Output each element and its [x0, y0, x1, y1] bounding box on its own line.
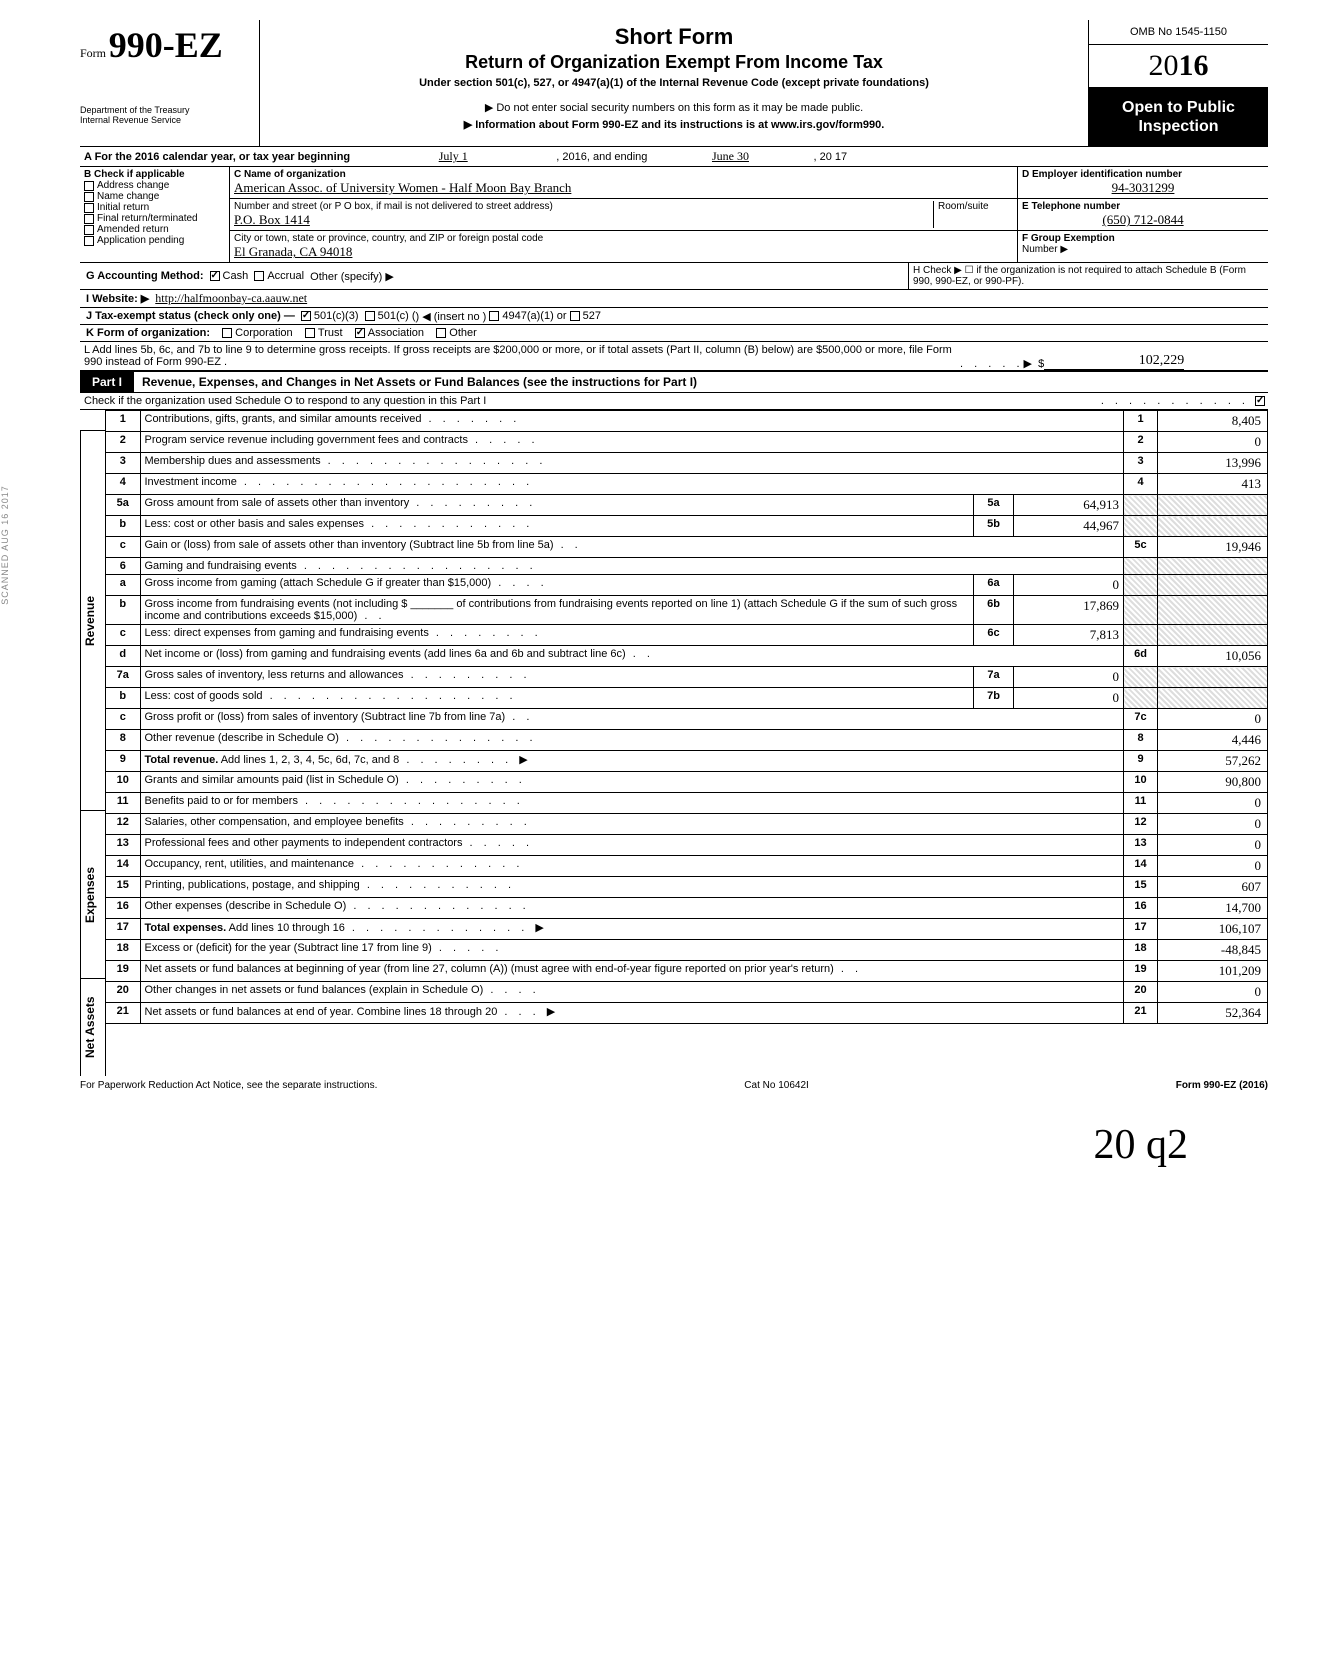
chk-address-change[interactable]: Address change	[97, 180, 169, 191]
block-bcd: B Check if applicable Address change Nam…	[80, 167, 1268, 263]
chk-corp[interactable]	[222, 328, 232, 338]
form-title: Short Form	[270, 24, 1078, 50]
part1-table: Revenue Expenses Net Assets 1Contributio…	[80, 410, 1268, 1076]
line-h: H Check ▶ ☐ if the organization is not r…	[908, 263, 1268, 289]
table-row: cLess: direct expenses from gaming and f…	[106, 625, 1268, 646]
side-revenue: Revenue	[80, 430, 106, 810]
received-stamp: SCANNED AUG 16 2017	[0, 485, 10, 605]
name-label: C Name of organization	[234, 169, 1013, 180]
side-expenses: Expenses	[80, 810, 106, 978]
table-row: 8Other revenue (describe in Schedule O) …	[106, 730, 1268, 751]
chk-527[interactable]	[570, 311, 580, 321]
chk-accrual[interactable]	[254, 271, 264, 281]
table-row: 18Excess or (deficit) for the year (Subt…	[106, 940, 1268, 961]
phone-label: E Telephone number	[1022, 201, 1264, 212]
table-row: 7aGross sales of inventory, less returns…	[106, 667, 1268, 688]
table-row: cGain or (loss) from sale of assets othe…	[106, 537, 1268, 558]
table-row: 21Net assets or fund balances at end of …	[106, 1003, 1268, 1024]
line-i: I Website: ▶ http://halfmoonbay-ca.aauw.…	[80, 290, 1268, 308]
table-row: 5aGross amount from sale of assets other…	[106, 495, 1268, 516]
form-header: Form 990-EZ Department of the Treasury I…	[80, 20, 1268, 147]
line-a: A For the 2016 calendar year, or tax yea…	[80, 147, 1268, 167]
table-row: 2Program service revenue including gover…	[106, 432, 1268, 453]
table-row: bLess: cost of goods sold . . . . . . . …	[106, 688, 1268, 709]
chk-final-return[interactable]: Final return/terminated	[97, 213, 198, 224]
chk-501c3[interactable]	[301, 311, 311, 321]
chk-schedule-o[interactable]	[1255, 396, 1265, 406]
table-row: 3Membership dues and assessments . . . .…	[106, 453, 1268, 474]
org-name: American Assoc. of University Women - Ha…	[234, 180, 1013, 196]
side-netassets: Net Assets	[80, 978, 106, 1076]
chk-4947[interactable]	[489, 311, 499, 321]
gross-receipts: 102,229	[1044, 353, 1184, 370]
table-row: bLess: cost or other basis and sales exp…	[106, 516, 1268, 537]
table-row: 16Other expenses (describe in Schedule O…	[106, 898, 1268, 919]
table-row: 14Occupancy, rent, utilities, and mainte…	[106, 856, 1268, 877]
group-number-label: Number ▶	[1022, 244, 1264, 255]
form-ref: Form 990-EZ (2016)	[1176, 1080, 1268, 1091]
table-row: 15Printing, publications, postage, and s…	[106, 877, 1268, 898]
ein-value: 94-3031299	[1022, 180, 1264, 196]
table-row: dNet income or (loss) from gaming and fu…	[106, 646, 1268, 667]
table-row: 9Total revenue. Add lines 1, 2, 3, 4, 5c…	[106, 751, 1268, 772]
form-note-ssn: ▶ Do not enter social security numbers o…	[270, 101, 1078, 114]
website-url: http://halfmoonbay-ca.aauw.net	[155, 291, 307, 306]
chk-name-change[interactable]: Name change	[97, 191, 159, 202]
form-subtitle: Return of Organization Exempt From Incom…	[270, 52, 1078, 73]
addr-label: Number and street (or P O box, if mail i…	[234, 201, 933, 212]
part1-check-line: Check if the organization used Schedule …	[80, 393, 1268, 410]
table-row: 1Contributions, gifts, grants, and simil…	[106, 411, 1268, 432]
col-b-header: B Check if applicable	[84, 169, 225, 180]
ein-label: D Employer identification number	[1022, 169, 1264, 180]
chk-app-pending[interactable]: Application pending	[97, 235, 184, 246]
signature: 20 q2	[80, 1121, 1268, 1169]
chk-cash[interactable]	[210, 271, 220, 281]
chk-other[interactable]	[436, 328, 446, 338]
line-k: K Form of organization: Corporation Trus…	[80, 325, 1268, 342]
cat-number: Cat No 10642I	[744, 1080, 809, 1091]
table-row: 6Gaming and fundraising events . . . . .…	[106, 558, 1268, 575]
form-note-info: ▶ Information about Form 990-EZ and its …	[270, 118, 1078, 131]
tax-year: 2016	[1089, 45, 1268, 88]
form-under: Under section 501(c), 527, or 4947(a)(1)…	[270, 77, 1078, 89]
table-row: bGross income from fundraising events (n…	[106, 596, 1268, 625]
page-footer: For Paperwork Reduction Act Notice, see …	[80, 1076, 1268, 1091]
table-row: 12Salaries, other compensation, and empl…	[106, 814, 1268, 835]
table-row: aGross income from gaming (attach Schedu…	[106, 575, 1268, 596]
omb-number: OMB No 1545-1150	[1089, 20, 1268, 45]
table-row: 11Benefits paid to or for members . . . …	[106, 793, 1268, 814]
part1-header: Part I Revenue, Expenses, and Changes in…	[80, 371, 1268, 393]
chk-assoc[interactable]	[355, 328, 365, 338]
open-to-public: Open to Public Inspection	[1089, 88, 1268, 146]
org-city: El Granada, CA 94018	[234, 244, 1013, 260]
table-row: cGross profit or (loss) from sales of in…	[106, 709, 1268, 730]
paperwork-notice: For Paperwork Reduction Act Notice, see …	[80, 1080, 377, 1091]
room-suite-label: Room/suite	[933, 201, 1013, 228]
group-exempt-label: F Group Exemption	[1022, 233, 1264, 244]
table-row: 20Other changes in net assets or fund ba…	[106, 982, 1268, 1003]
dept-irs: Internal Revenue Service	[80, 116, 253, 126]
table-row: 13Professional fees and other payments t…	[106, 835, 1268, 856]
table-row: 19Net assets or fund balances at beginni…	[106, 961, 1268, 982]
line-l: L Add lines 5b, 6c, and 7b to line 9 to …	[80, 342, 1268, 371]
line-g: G Accounting Method: Cash Accrual Other …	[80, 263, 1268, 290]
chk-501c[interactable]	[365, 311, 375, 321]
line-j: J Tax-exempt status (check only one) — 5…	[80, 308, 1268, 325]
phone-value: (650) 712-0844	[1022, 212, 1264, 228]
org-address: P.O. Box 1414	[234, 212, 933, 228]
table-row: 17Total expenses. Add lines 10 through 1…	[106, 919, 1268, 940]
chk-initial-return[interactable]: Initial return	[97, 202, 149, 213]
table-row: 4Investment income . . . . . . . . . . .…	[106, 474, 1268, 495]
city-label: City or town, state or province, country…	[234, 233, 1013, 244]
form-number: Form 990-EZ	[80, 24, 253, 66]
table-row: 10Grants and similar amounts paid (list …	[106, 772, 1268, 793]
chk-trust[interactable]	[305, 328, 315, 338]
chk-amended[interactable]: Amended return	[97, 224, 169, 235]
